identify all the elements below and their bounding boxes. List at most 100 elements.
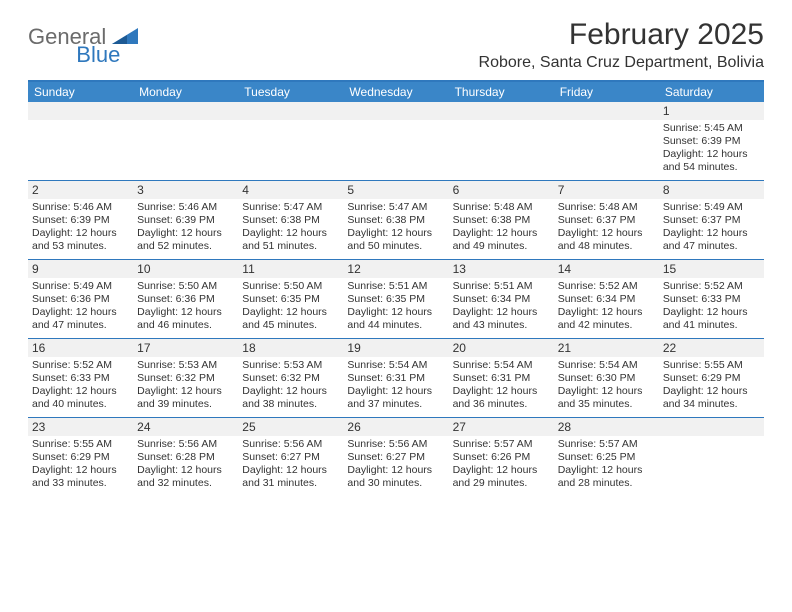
day-number (343, 102, 448, 120)
day-body: Sunrise: 5:55 AMSunset: 6:29 PMDaylight:… (28, 436, 133, 496)
day-number: 25 (238, 418, 343, 436)
daylight-text: Daylight: 12 hours and 53 minutes. (32, 227, 129, 253)
sunset-text: Sunset: 6:26 PM (453, 451, 550, 464)
title-block: February 2025 Robore, Santa Cruz Departm… (479, 18, 764, 72)
day-body: Sunrise: 5:56 AMSunset: 6:28 PMDaylight:… (133, 436, 238, 496)
daylight-text: Daylight: 12 hours and 45 minutes. (242, 306, 339, 332)
day-number: 20 (449, 339, 554, 357)
day-cell: 24Sunrise: 5:56 AMSunset: 6:28 PMDayligh… (133, 418, 238, 496)
day-body (28, 120, 133, 178)
daylight-text: Daylight: 12 hours and 31 minutes. (242, 464, 339, 490)
day-body: Sunrise: 5:50 AMSunset: 6:35 PMDaylight:… (238, 278, 343, 338)
day-number: 3 (133, 181, 238, 199)
sunrise-text: Sunrise: 5:56 AM (137, 438, 234, 451)
day-cell: 6Sunrise: 5:48 AMSunset: 6:38 PMDaylight… (449, 181, 554, 259)
day-body (659, 436, 764, 494)
sunrise-text: Sunrise: 5:56 AM (347, 438, 444, 451)
day-body: Sunrise: 5:57 AMSunset: 6:26 PMDaylight:… (449, 436, 554, 496)
day-cell: 28 Sunrise: 5:57 AMSunset: 6:25 PMDayligh… (554, 418, 659, 496)
logo: General Blue (28, 24, 182, 50)
day-cell: 27Sunrise: 5:57 AMSunset: 6:26 PMDayligh… (449, 418, 554, 496)
daylight-text: Daylight: 12 hours and 32 minutes. (137, 464, 234, 490)
day-number: 5 (343, 181, 448, 199)
day-number: 8 (659, 181, 764, 199)
daylight-text: Daylight: 12 hours and 50 minutes. (347, 227, 444, 253)
week-row: 23Sunrise: 5:55 AMSunset: 6:29 PMDayligh… (28, 417, 764, 496)
week-row: 1Sunrise: 5:45 AMSunset: 6:39 PMDaylight… (28, 102, 764, 180)
day-cell: 17Sunrise: 5:53 AMSunset: 6:32 PMDayligh… (133, 339, 238, 417)
daylight-text: Daylight: 12 hours and 28 minutes. (558, 464, 655, 490)
sunset-text: Sunset: 6:38 PM (347, 214, 444, 227)
day-body: Sunrise: 5:54 AMSunset: 6:31 PMDaylight:… (449, 357, 554, 417)
sunset-text: Sunset: 6:27 PM (242, 451, 339, 464)
dow-monday: Monday (133, 82, 238, 102)
month-title: February 2025 (479, 18, 764, 52)
daylight-text: Daylight: 12 hours and 37 minutes. (347, 385, 444, 411)
sunrise-text: Sunrise: 5:55 AM (663, 359, 760, 372)
day-cell: 8Sunrise: 5:49 AMSunset: 6:37 PMDaylight… (659, 181, 764, 259)
day-cell: 20Sunrise: 5:54 AMSunset: 6:31 PMDayligh… (449, 339, 554, 417)
day-body: Sunrise: 5:52 AMSunset: 6:33 PMDaylight:… (28, 357, 133, 417)
day-cell: 1Sunrise: 5:45 AMSunset: 6:39 PMDaylight… (659, 102, 764, 180)
dow-tuesday: Tuesday (238, 82, 343, 102)
day-body: Sunrise: 5:54 AMSunset: 6:30 PMDaylight:… (554, 357, 659, 417)
dow-sunday: Sunday (28, 82, 133, 102)
day-cell: 15Sunrise: 5:52 AMSunset: 6:33 PMDayligh… (659, 260, 764, 338)
day-body: Sunrise: 5:48 AMSunset: 6:38 PMDaylight:… (449, 199, 554, 259)
daylight-text: Daylight: 12 hours and 29 minutes. (453, 464, 550, 490)
day-number: 16 (28, 339, 133, 357)
day-cell: 4Sunrise: 5:47 AMSunset: 6:38 PMDaylight… (238, 181, 343, 259)
day-cell: 25Sunrise: 5:56 AMSunset: 6:27 PMDayligh… (238, 418, 343, 496)
sunset-text: Sunset: 6:36 PM (32, 293, 129, 306)
sunrise-text: Sunrise: 5:50 AM (137, 280, 234, 293)
day-body: Sunrise: 5:54 AMSunset: 6:31 PMDaylight:… (343, 357, 448, 417)
sunset-text: Sunset: 6:35 PM (347, 293, 444, 306)
sunrise-text: Sunrise: 5:49 AM (663, 201, 760, 214)
calendar-grid: Sunday Monday Tuesday Wednesday Thursday… (28, 80, 764, 496)
daylight-text: Daylight: 12 hours and 33 minutes. (32, 464, 129, 490)
day-cell: 14Sunrise: 5:52 AMSunset: 6:34 PMDayligh… (554, 260, 659, 338)
day-cell: 18Sunrise: 5:53 AMSunset: 6:32 PMDayligh… (238, 339, 343, 417)
day-cell: 9Sunrise: 5:49 AMSunset: 6:36 PMDaylight… (28, 260, 133, 338)
day-cell: 22Sunrise: 5:55 AMSunset: 6:29 PMDayligh… (659, 339, 764, 417)
sunrise-text: Sunrise: 5:49 AM (32, 280, 129, 293)
header: General Blue February 2025 Robore, Santa… (28, 18, 764, 72)
calendar-page: General Blue February 2025 Robore, Santa… (0, 0, 792, 496)
sunset-text: Sunset: 6:39 PM (663, 135, 760, 148)
day-number: 28 (554, 418, 659, 436)
daylight-text: Daylight: 12 hours and 38 minutes. (242, 385, 339, 411)
sunrise-text: Sunrise: 5:54 AM (558, 359, 655, 372)
day-cell: 11Sunrise: 5:50 AMSunset: 6:35 PMDayligh… (238, 260, 343, 338)
daylight-text: Daylight: 12 hours and 30 minutes. (347, 464, 444, 490)
day-number: 12 (343, 260, 448, 278)
sunrise-text: Sunrise: 5:52 AM (558, 280, 655, 293)
day-body: Sunrise: 5:56 AMSunset: 6:27 PMDaylight:… (343, 436, 448, 496)
sunset-text: Sunset: 6:36 PM (137, 293, 234, 306)
sunrise-text: Sunrise: 5:51 AM (453, 280, 550, 293)
sunrise-text: Sunrise: 5:47 AM (347, 201, 444, 214)
day-body (554, 120, 659, 178)
week-row: 9Sunrise: 5:49 AMSunset: 6:36 PMDaylight… (28, 259, 764, 338)
daylight-text: Daylight: 12 hours and 52 minutes. (137, 227, 234, 253)
day-number (238, 102, 343, 120)
sunset-text: Sunset: 6:28 PM (137, 451, 234, 464)
sunset-text: Sunset: 6:29 PM (32, 451, 129, 464)
sunrise-text: Sunrise: 5:52 AM (663, 280, 760, 293)
day-cell (28, 102, 133, 180)
day-cell: 13Sunrise: 5:51 AMSunset: 6:34 PMDayligh… (449, 260, 554, 338)
sunset-text: Sunset: 6:31 PM (347, 372, 444, 385)
day-body: Sunrise: 5:49 AMSunset: 6:37 PMDaylight:… (659, 199, 764, 259)
day-body: Sunrise: 5:51 AMSunset: 6:34 PMDaylight:… (449, 278, 554, 338)
daylight-text: Daylight: 12 hours and 41 minutes. (663, 306, 760, 332)
day-number: 4 (238, 181, 343, 199)
day-number: 7 (554, 181, 659, 199)
sunset-text: Sunset: 6:38 PM (453, 214, 550, 227)
sunset-text: Sunset: 6:25 PM (558, 451, 655, 464)
week-row: 2Sunrise: 5:46 AMSunset: 6:39 PMDaylight… (28, 180, 764, 259)
day-cell (449, 102, 554, 180)
day-number (449, 102, 554, 120)
daylight-text: Daylight: 12 hours and 36 minutes. (453, 385, 550, 411)
sunrise-text: Sunrise: 5:57 AM (558, 438, 655, 451)
daylight-text: Daylight: 12 hours and 48 minutes. (558, 227, 655, 253)
day-number: 19 (343, 339, 448, 357)
